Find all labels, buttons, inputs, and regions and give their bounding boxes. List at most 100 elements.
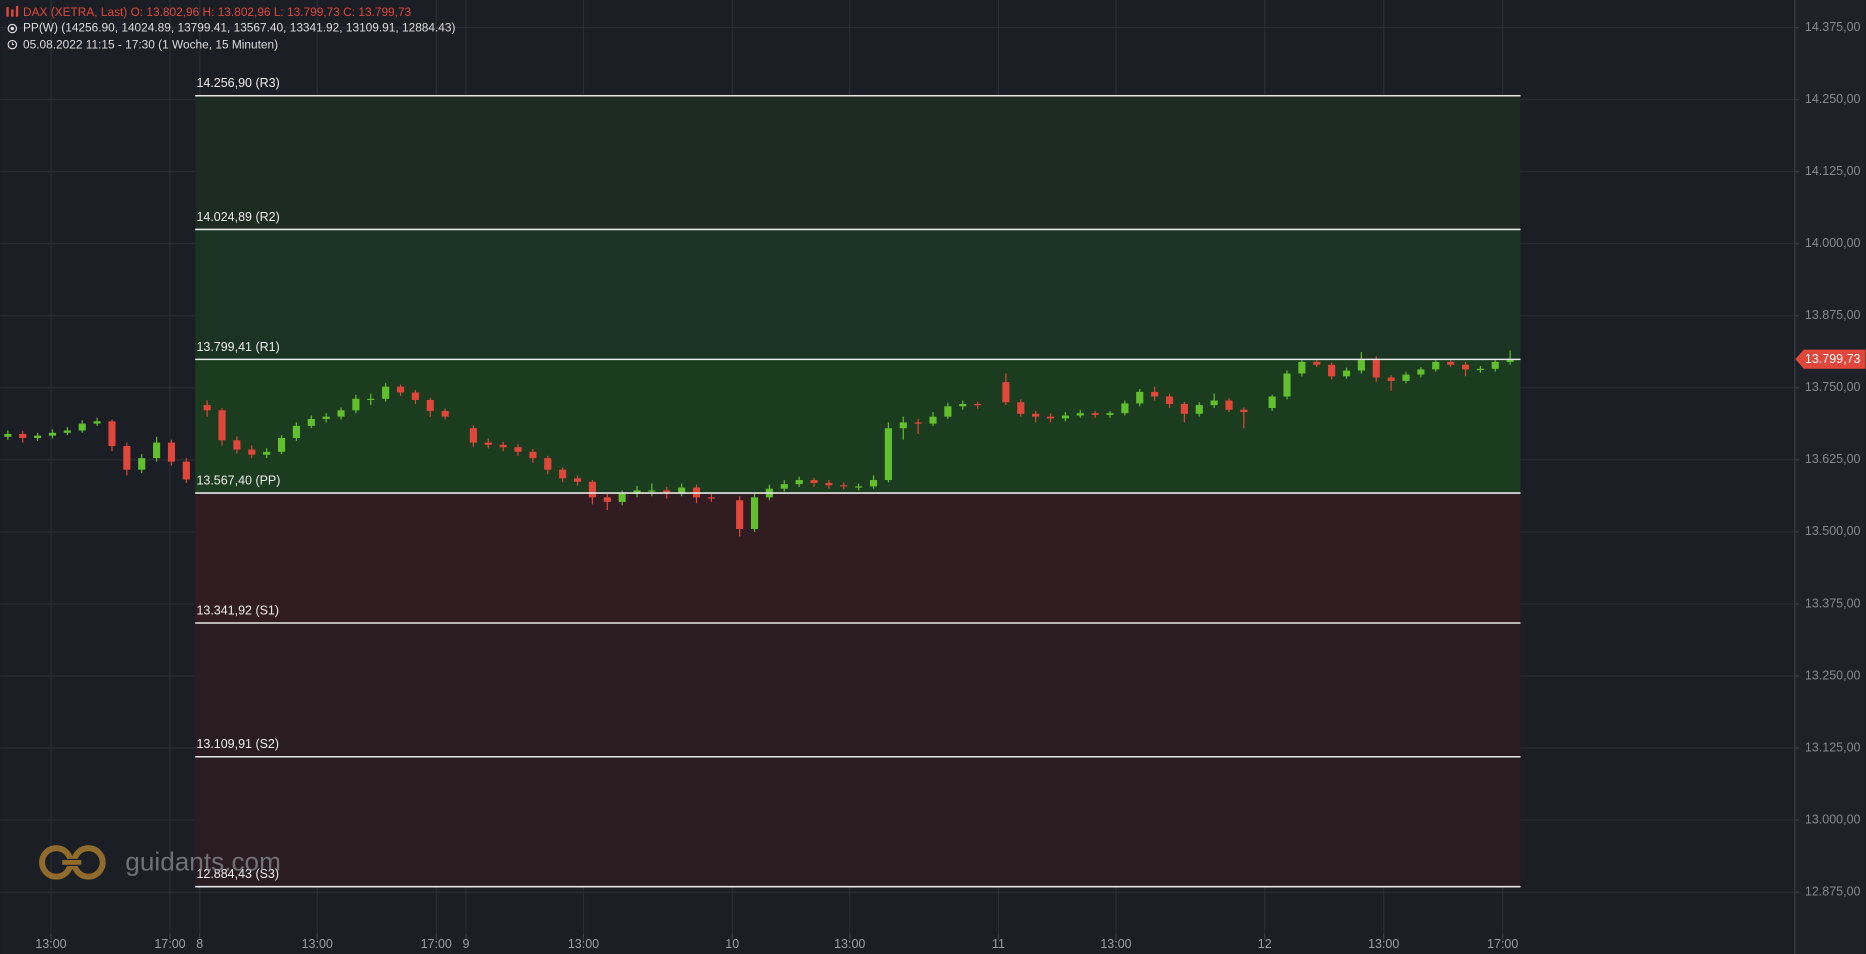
candle-body xyxy=(1387,377,1395,381)
candle-body xyxy=(63,430,71,433)
y-tick-label: 14.250,00 xyxy=(1805,92,1861,106)
candle-body xyxy=(1002,382,1010,403)
candle-body xyxy=(780,484,788,489)
candle-body xyxy=(1136,391,1144,404)
candle-body xyxy=(396,386,405,393)
header: DAX (XETRA, Last) O: 13.802,96 H: 13.802… xyxy=(6,5,456,51)
candle-body xyxy=(514,447,522,452)
candle-body xyxy=(588,481,596,498)
pivot-label: 12.884,43 (S3) xyxy=(196,867,279,881)
candle-body xyxy=(1225,400,1233,410)
candle-body xyxy=(1476,368,1484,371)
x-tick-label: 11 xyxy=(992,937,1005,951)
candle-body xyxy=(1268,396,1276,409)
candle-body xyxy=(1491,361,1499,369)
candle-body xyxy=(1210,400,1218,406)
y-tick-label: 13.625,00 xyxy=(1805,452,1861,466)
candle-body xyxy=(1195,405,1203,414)
candle-body xyxy=(1240,409,1248,413)
x-tick-label: 8 xyxy=(196,937,203,951)
x-tick-label: 17:00 xyxy=(154,937,185,951)
candle-body xyxy=(382,386,390,399)
candle-body xyxy=(277,437,286,452)
x-tick-label: 13:00 xyxy=(35,937,66,951)
candle-body xyxy=(1298,361,1306,374)
candle-body xyxy=(203,405,211,411)
candle-body xyxy=(292,425,300,438)
candle-body xyxy=(1121,403,1129,414)
candle-body xyxy=(1447,361,1455,365)
candle-body xyxy=(352,398,360,411)
candle-body xyxy=(974,403,982,406)
pivot-label: 13.109,91 (S2) xyxy=(196,737,279,751)
candle-body xyxy=(233,440,241,450)
pivot-zones xyxy=(195,95,1521,887)
x-tick-label: 13:00 xyxy=(568,937,599,951)
candle-body xyxy=(1461,364,1470,370)
x-tick-label: 17:00 xyxy=(1487,937,1518,951)
x-tick-label: 10 xyxy=(725,937,739,951)
candle-body xyxy=(559,469,567,479)
pivot-zone xyxy=(195,229,1521,360)
y-tick-label: 13.500,00 xyxy=(1805,524,1861,538)
axes: 14.375,00 14.250,00 14.125,00 14.000,00 13.8… xyxy=(35,20,1866,951)
x-tick-label: 13:00 xyxy=(834,937,865,951)
pivot-label: 13.341,92 (S1) xyxy=(196,603,279,617)
candle-body xyxy=(529,451,537,459)
candle-body xyxy=(153,442,161,459)
pivot-label: 14.024,89 (R2) xyxy=(196,210,279,224)
candle-body xyxy=(869,480,878,487)
y-tick-label: 13.375,00 xyxy=(1805,596,1861,610)
candle-body xyxy=(944,406,952,417)
candle-body xyxy=(322,416,330,419)
candle-body xyxy=(1017,402,1025,414)
candle-body xyxy=(1032,413,1040,417)
candle-body xyxy=(1283,373,1291,397)
last-price-label: 13.799,73 xyxy=(1805,352,1861,366)
y-tick-label: 13.250,00 xyxy=(1805,668,1861,682)
candle-body xyxy=(663,490,671,493)
clock-hands xyxy=(11,42,15,46)
pivot-lines: 14.256,90 (R3) 14.024,89 (R2) 13.799,41 (R… xyxy=(195,76,1521,888)
candle-body xyxy=(707,497,715,499)
chart-subtitle: PP(W) (14256.90, 14024.89, 13799.41, 135… xyxy=(23,21,456,35)
y-tick-label: 13.750,00 xyxy=(1805,380,1861,394)
candle-body xyxy=(929,416,937,424)
period: 05.08.2022 11:15 - 17:30 (1 Woche, 15 Mi… xyxy=(23,37,278,51)
candle-body xyxy=(678,487,686,493)
candle-body xyxy=(914,422,922,424)
x-tick-label: 13:00 xyxy=(1368,937,1399,951)
pivot-zone xyxy=(195,359,1521,494)
last-price-tag xyxy=(1795,349,1866,369)
candle-body xyxy=(1151,391,1159,397)
x-tick-label: 13:00 xyxy=(302,937,333,951)
candle-body xyxy=(1061,415,1069,419)
x-tick-label: 13:00 xyxy=(1100,937,1131,951)
candle-body xyxy=(899,422,907,429)
candle-body xyxy=(1313,361,1321,365)
candle-body xyxy=(810,480,818,483)
candle-body xyxy=(48,432,57,436)
x-tick-label: 9 xyxy=(462,937,469,951)
y-tick-label: 14.125,00 xyxy=(1805,164,1861,178)
y-tick-label: 12.875,00 xyxy=(1805,884,1861,898)
watermark: guidants.com xyxy=(39,845,281,880)
indicator-icon-dot xyxy=(10,26,15,31)
candle-body xyxy=(411,392,419,400)
candle-body xyxy=(469,428,477,443)
candle-body xyxy=(1046,416,1055,419)
candle-body xyxy=(825,482,833,486)
candle-body xyxy=(840,485,848,487)
candle-body xyxy=(1372,359,1380,378)
candle-body xyxy=(218,410,226,441)
candle-body xyxy=(795,480,803,485)
candle-body xyxy=(108,421,116,447)
candle-body xyxy=(426,399,434,411)
candles xyxy=(4,350,1514,537)
candle-body xyxy=(573,478,582,482)
candle-body xyxy=(1180,403,1188,414)
candle-body xyxy=(884,428,892,481)
x-tick-label: 12 xyxy=(1258,937,1272,951)
